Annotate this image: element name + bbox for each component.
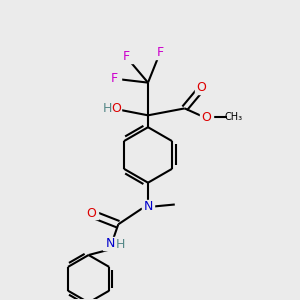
Bar: [200, 111, 213, 123]
Bar: [100, 102, 121, 115]
Text: O: O: [111, 102, 121, 115]
Text: O: O: [202, 111, 212, 124]
Bar: [103, 237, 125, 250]
Bar: [142, 200, 154, 213]
Text: N: N: [143, 200, 153, 213]
Text: O: O: [87, 207, 97, 220]
Bar: [120, 51, 133, 63]
Text: H: H: [116, 238, 125, 250]
Text: O: O: [196, 81, 206, 94]
Text: CH₃: CH₃: [224, 112, 242, 122]
Text: F: F: [123, 50, 130, 63]
Bar: [154, 47, 166, 59]
Text: N: N: [106, 237, 115, 250]
Text: F: F: [111, 72, 118, 85]
Bar: [108, 73, 121, 85]
Text: H: H: [103, 102, 112, 115]
Bar: [85, 208, 98, 219]
Bar: [195, 82, 208, 94]
Text: F: F: [156, 46, 164, 59]
